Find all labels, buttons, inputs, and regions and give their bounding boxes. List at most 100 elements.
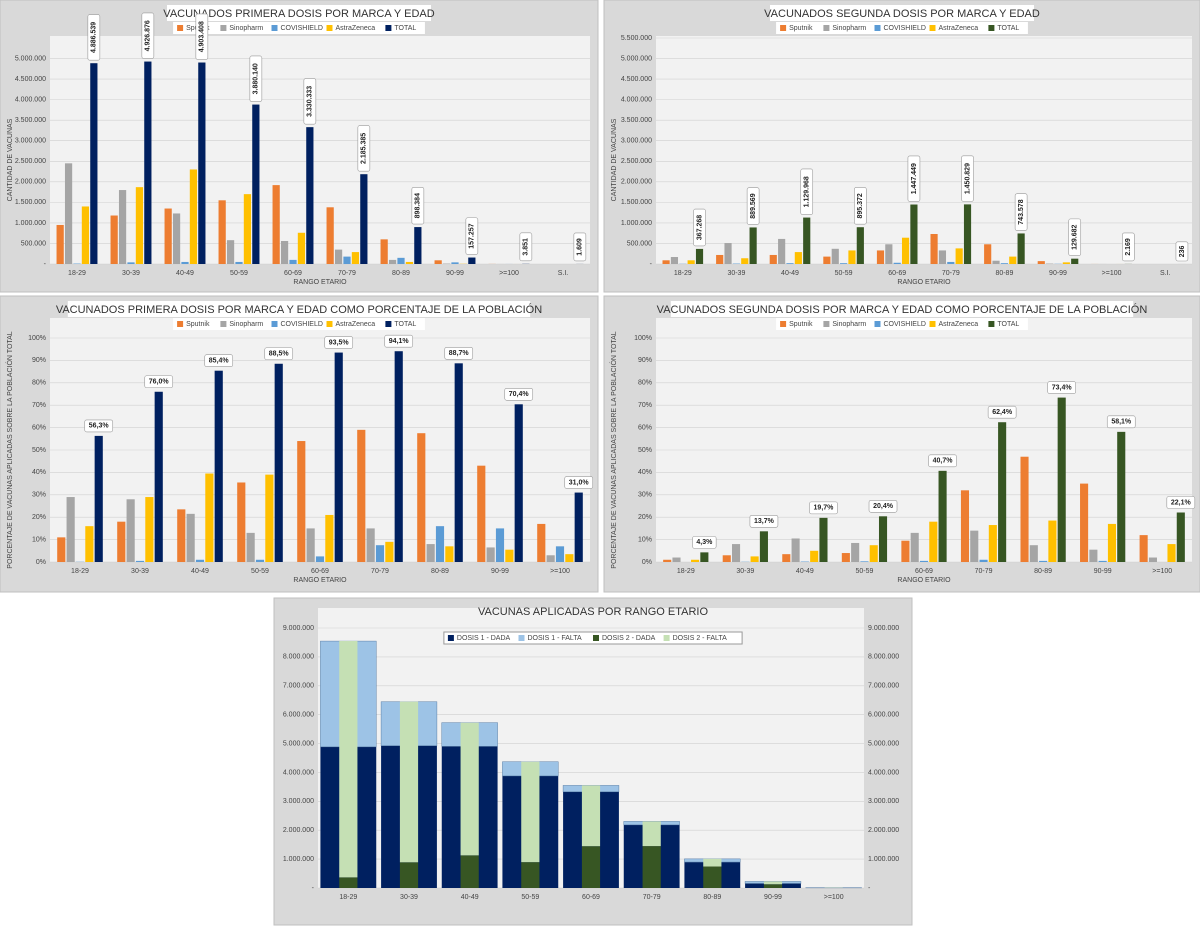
bar (495, 528, 505, 562)
legend-label: DOSIS 1 - FALTA (528, 635, 583, 642)
legend-label: Sinopharm (229, 25, 263, 32)
x-tick-label: 60-69 (284, 270, 302, 277)
bar (252, 104, 260, 264)
value-label-box (384, 334, 414, 348)
y-tick-label: 70% (32, 402, 46, 409)
x-tick-label: 60-69 (915, 568, 933, 575)
bar (110, 215, 118, 264)
y-tick-label: 1.000.000 (283, 856, 314, 863)
y-tick-label: 10% (638, 536, 652, 543)
legend-swatch (177, 25, 184, 31)
y-tick-label: 40% (32, 469, 46, 476)
legend-box (776, 22, 1028, 34)
y-tick-label: 8.000.000 (283, 654, 314, 661)
bar (750, 556, 759, 562)
bar (700, 552, 709, 562)
value-label-box (987, 405, 1017, 419)
bar (724, 243, 732, 264)
y-tick-label: 5.000.000 (283, 740, 314, 747)
stacked-bar (763, 881, 783, 885)
plot-bg (50, 318, 590, 562)
bar (955, 248, 963, 264)
bar (1048, 520, 1057, 562)
legend-swatch (929, 321, 936, 327)
y-tick-label: 3.000.000 (283, 798, 314, 805)
value-label-box (907, 155, 921, 202)
legend-label: Sinopharm (832, 25, 866, 32)
legend-label: COVISHIELD (281, 321, 323, 328)
value-label: 22,1% (1171, 499, 1192, 506)
title-box (67, 301, 531, 317)
value-label-box (1166, 496, 1196, 509)
bar (435, 526, 445, 562)
legend-label: COVISHIELD (281, 25, 323, 32)
bar (919, 560, 929, 562)
x-tick-label: 80-89 (703, 894, 721, 901)
value-label: 3.880.140 (253, 63, 260, 94)
bar (901, 540, 910, 562)
bar (445, 546, 454, 562)
value-label: 743.578 (1018, 199, 1025, 224)
y-tick-label: 1.000.000 (15, 220, 46, 227)
y-tick-label: - (312, 885, 315, 892)
bar (126, 499, 135, 562)
value-label: 2.169 (1125, 238, 1132, 256)
bar (1167, 544, 1176, 562)
legend-label: Sputnik (186, 321, 210, 328)
value-label-box (357, 125, 371, 172)
value-label-box (303, 78, 317, 125)
x-tick-label: 40-49 (176, 270, 194, 277)
y-tick-label: 20% (32, 514, 46, 521)
value-label: 20,4% (873, 503, 894, 510)
plot-bg (656, 36, 1192, 264)
bar (555, 546, 565, 562)
y-axis-title: PORCENTAJE DE VACUNAS APLICADAS SOBRE LA… (609, 331, 618, 569)
stacked-bar (703, 858, 722, 867)
bar (901, 237, 910, 264)
y-tick-label: - (44, 261, 47, 268)
legend-swatch (988, 25, 995, 31)
bar (662, 260, 670, 264)
legend-label: Sinopharm (229, 321, 263, 328)
legend-swatch (780, 25, 787, 31)
y-tick-label: 3.000.000 (621, 138, 652, 145)
stacked-bar (642, 821, 661, 847)
x-tick-label: 70-79 (371, 568, 389, 575)
x-tick-label: S.I. (558, 270, 569, 277)
legend-swatch (177, 321, 184, 327)
y2-tick-label: 5.000.000 (868, 740, 899, 747)
value-label: 85,4% (209, 358, 230, 365)
legend-swatch (593, 635, 599, 641)
y-tick-label: 3.500.000 (15, 117, 46, 124)
bar (1176, 512, 1185, 562)
bar (963, 204, 972, 264)
bar (778, 238, 786, 264)
value-label-box (854, 187, 867, 225)
bar (306, 528, 315, 562)
value-label: 4.903.408 (199, 21, 206, 52)
bar (1000, 263, 1008, 264)
bar (306, 127, 314, 264)
x-tick-label: 30-39 (727, 270, 745, 277)
value-label-box (204, 354, 234, 368)
bar (235, 261, 243, 264)
stacked-bar (703, 866, 722, 888)
legend-label: Sinopharm (832, 321, 866, 328)
legend-label: Sputnik (789, 321, 813, 328)
bar (716, 254, 724, 264)
y-tick-label: 80% (638, 380, 652, 387)
y-tick-label: 1.500.000 (621, 199, 652, 206)
bar (672, 557, 681, 562)
legend-box (173, 318, 425, 330)
stacked-bar (399, 701, 419, 863)
bar (791, 538, 800, 562)
value-label: 157.257 (469, 223, 476, 248)
bar (297, 232, 306, 264)
value-label: 56,3% (89, 423, 110, 430)
chart-title: VACUNADOS PRIMERA DOSIS POR MARCA Y EDAD (163, 8, 434, 20)
value-label-box (249, 55, 263, 102)
bar (177, 509, 186, 562)
x-tick-label: 30-39 (131, 568, 149, 575)
bar (782, 554, 791, 562)
